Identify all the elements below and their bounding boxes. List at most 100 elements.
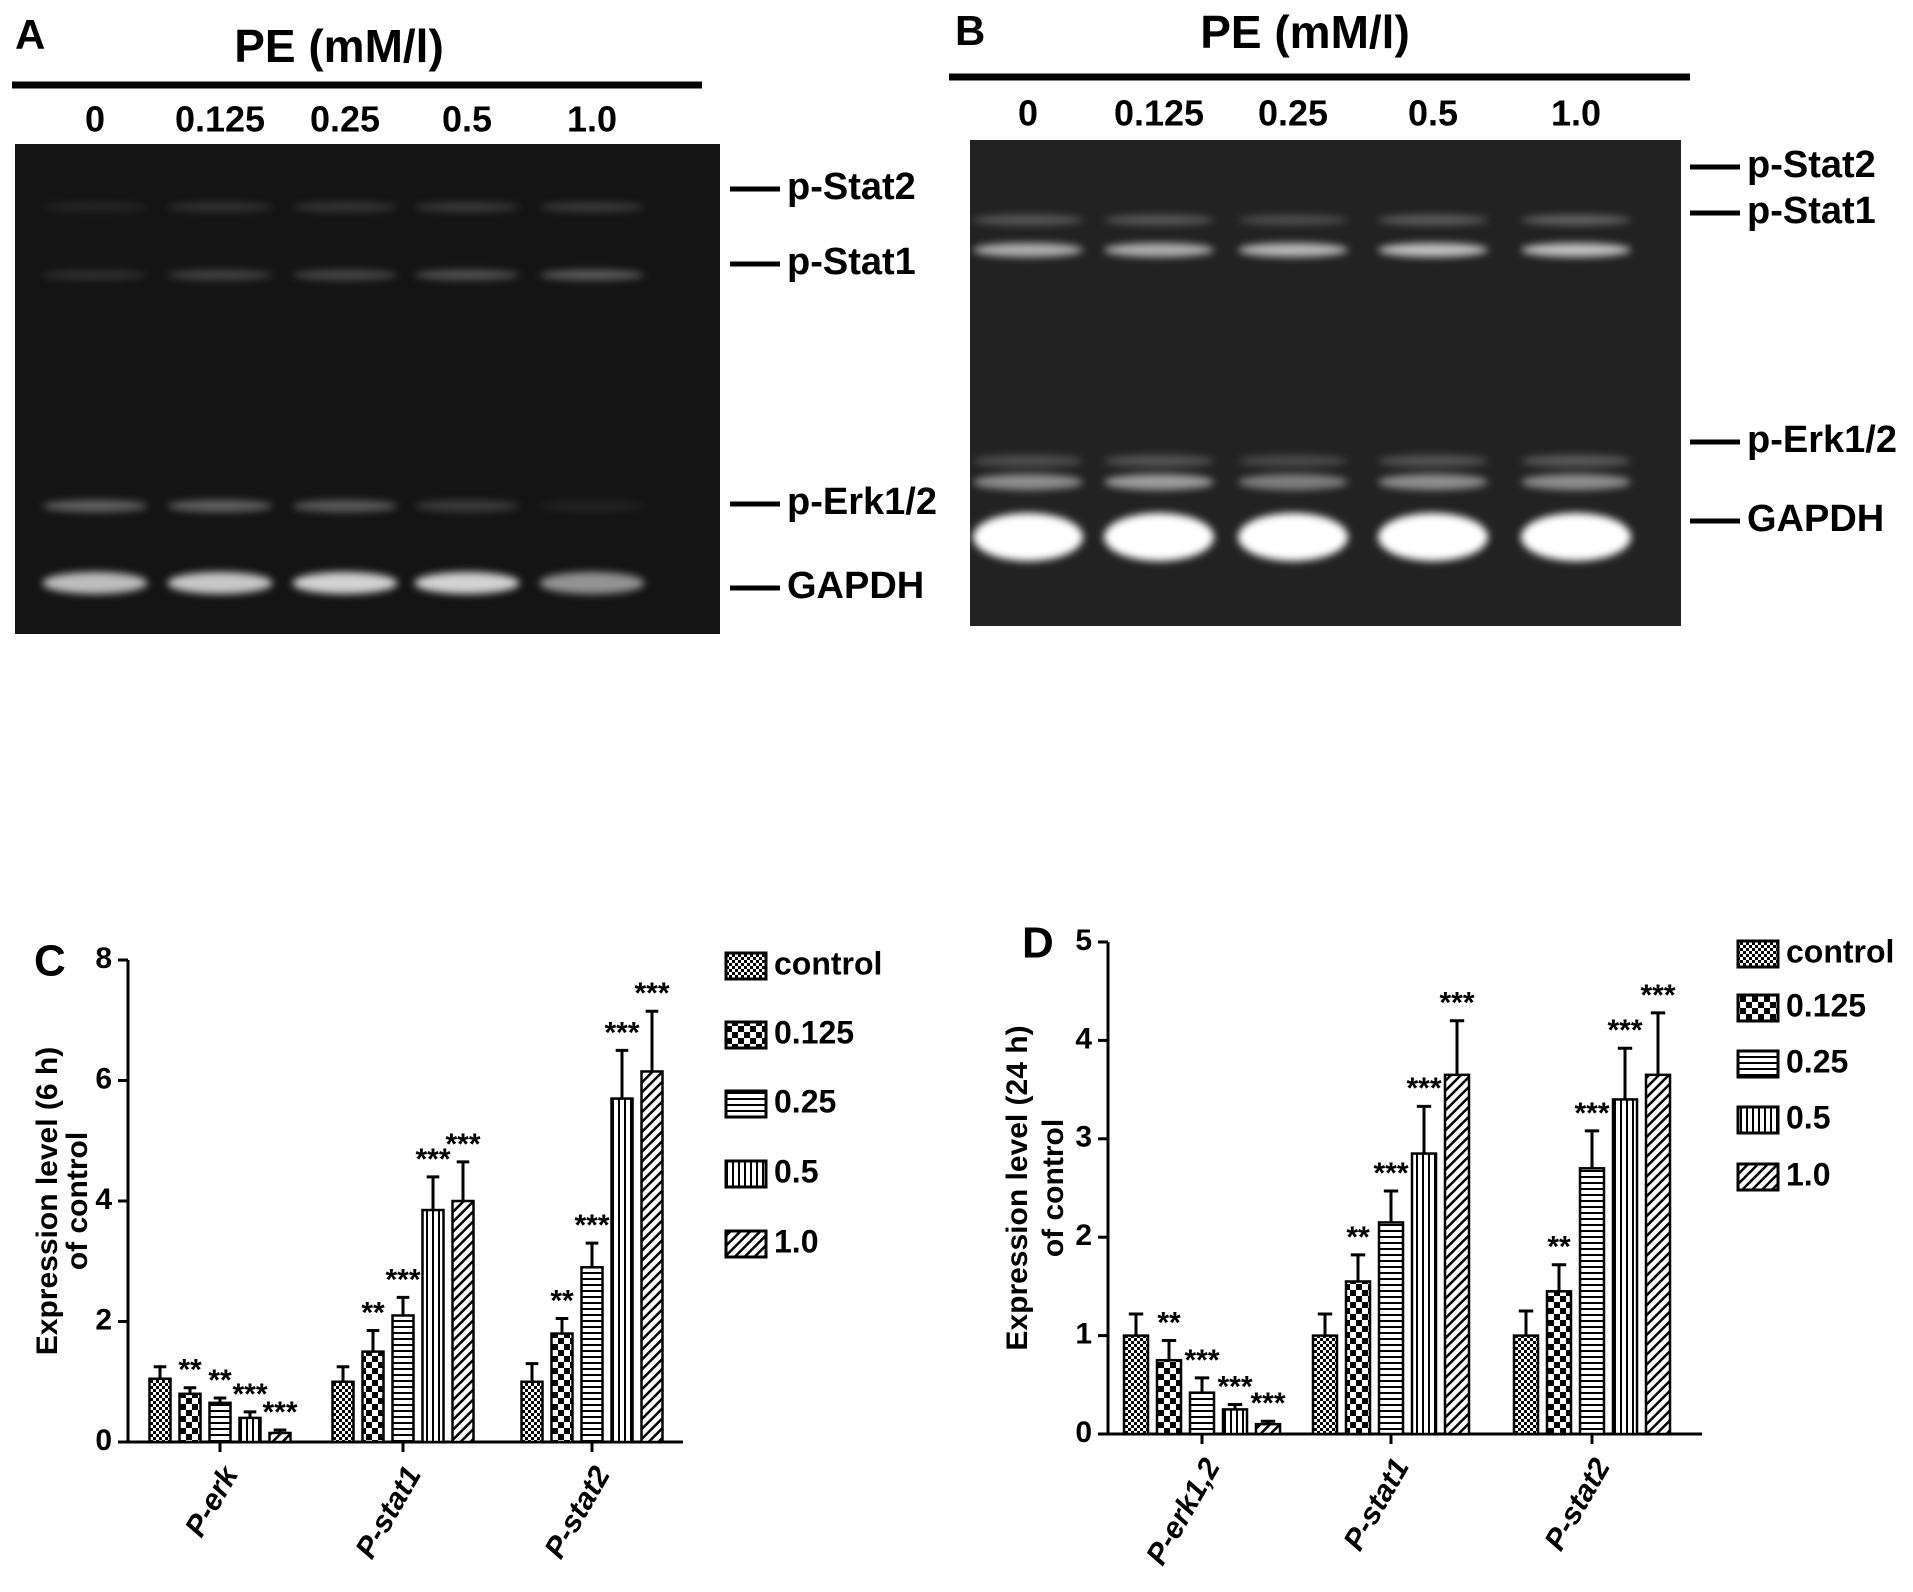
y-tick-label: 0 xyxy=(95,1424,112,1457)
band xyxy=(1520,455,1632,467)
error-bar xyxy=(1227,1402,1243,1410)
bar xyxy=(1311,1334,1339,1436)
significance-label: ** xyxy=(1346,1221,1370,1254)
band xyxy=(1520,513,1632,561)
legend-label: 0.125 xyxy=(1786,987,1866,1023)
band xyxy=(167,500,273,512)
error-bar xyxy=(1161,1339,1177,1361)
y-tick-label: 0 xyxy=(1075,1416,1092,1449)
bar xyxy=(1443,1073,1471,1436)
band xyxy=(42,500,148,512)
significance-label: *** xyxy=(1184,1344,1219,1377)
band xyxy=(1237,474,1349,490)
band xyxy=(1377,455,1489,467)
lane-label: 0.5 xyxy=(442,99,492,140)
band xyxy=(1377,243,1489,257)
x-tick-label: P-stat1 xyxy=(1337,1453,1416,1556)
legend-swatch xyxy=(1736,993,1780,1023)
bar xyxy=(1578,1167,1606,1436)
band-label: p-Erk1/2 xyxy=(1747,419,1897,461)
band-label: p-Erk1/2 xyxy=(787,481,937,523)
lane-label: 0.125 xyxy=(175,99,265,140)
band-label: p-Stat1 xyxy=(1747,190,1876,232)
bar xyxy=(148,1377,172,1444)
band-label: p-Stat1 xyxy=(787,241,916,283)
band xyxy=(1103,455,1215,467)
band-label: p-Stat2 xyxy=(787,166,916,208)
band xyxy=(972,513,1084,561)
bar xyxy=(550,1332,574,1444)
legend-swatch xyxy=(724,1229,768,1259)
band xyxy=(539,500,645,512)
significance-label: *** xyxy=(385,1263,420,1296)
error-bar xyxy=(426,1175,440,1211)
y-axis-label: of control xyxy=(1037,1119,1070,1257)
significance-label: *** xyxy=(1640,979,1675,1012)
bar xyxy=(1221,1408,1249,1436)
band xyxy=(42,572,148,594)
lane-label: 0.25 xyxy=(1258,93,1328,134)
significance-label: *** xyxy=(445,1128,480,1161)
legend-swatch xyxy=(1736,1162,1780,1192)
error-bar xyxy=(1650,1011,1666,1075)
significance-label: *** xyxy=(1439,987,1474,1020)
band xyxy=(167,270,273,280)
error-bar xyxy=(1416,1104,1432,1154)
band xyxy=(539,572,645,594)
bar xyxy=(361,1350,385,1444)
significance-label: ** xyxy=(208,1364,232,1397)
y-tick-label: 8 xyxy=(95,942,112,975)
bar xyxy=(1644,1073,1672,1436)
legend-swatch xyxy=(724,1020,768,1050)
bar xyxy=(1344,1280,1372,1436)
bar xyxy=(178,1392,202,1444)
band xyxy=(1377,215,1489,225)
error-bar xyxy=(1350,1253,1366,1282)
y-axis-label: Expression level (6 h) xyxy=(31,1047,64,1355)
x-tick-label: P-erk1,2 xyxy=(1140,1453,1227,1571)
legend-label: 0.5 xyxy=(774,1153,818,1189)
band xyxy=(292,270,398,280)
band xyxy=(1103,474,1215,490)
bar xyxy=(421,1208,445,1444)
significance-label: ** xyxy=(1547,1231,1571,1264)
band-label: p-Stat2 xyxy=(1747,144,1876,186)
bar xyxy=(268,1431,292,1444)
band xyxy=(1377,513,1489,561)
panel-letter: A xyxy=(15,11,45,58)
significance-label: ** xyxy=(1157,1306,1181,1339)
bar xyxy=(1545,1290,1573,1436)
band xyxy=(292,572,398,594)
significance-label: *** xyxy=(1406,1072,1441,1105)
band xyxy=(167,572,273,594)
legend-label: control xyxy=(1786,933,1894,969)
error-bar xyxy=(615,1048,629,1099)
lane-label: 0 xyxy=(1018,93,1038,134)
error-bar xyxy=(1383,1189,1399,1223)
significance-label: *** xyxy=(604,1016,639,1049)
lane-label: 1.0 xyxy=(567,99,617,140)
legend-label: 1.0 xyxy=(1786,1156,1830,1192)
error-bar xyxy=(1128,1312,1144,1336)
error-bar xyxy=(366,1329,380,1352)
error-bar xyxy=(1584,1129,1600,1169)
legend-swatch xyxy=(1736,939,1780,969)
bar xyxy=(331,1380,355,1444)
error-bar xyxy=(1317,1312,1333,1336)
band xyxy=(972,474,1084,490)
band xyxy=(1237,243,1349,257)
error-bar xyxy=(456,1160,470,1201)
legend-label: control xyxy=(774,945,882,981)
significance-label: *** xyxy=(415,1143,450,1176)
lane-label: 0 xyxy=(85,99,105,140)
band xyxy=(414,500,520,512)
y-tick-label: 4 xyxy=(95,1183,112,1216)
error-bar xyxy=(1551,1263,1567,1292)
lane-label: 0.25 xyxy=(310,99,380,140)
band xyxy=(292,202,398,212)
band xyxy=(1237,215,1349,225)
bar xyxy=(238,1416,262,1444)
y-tick-label: 2 xyxy=(1075,1219,1092,1252)
